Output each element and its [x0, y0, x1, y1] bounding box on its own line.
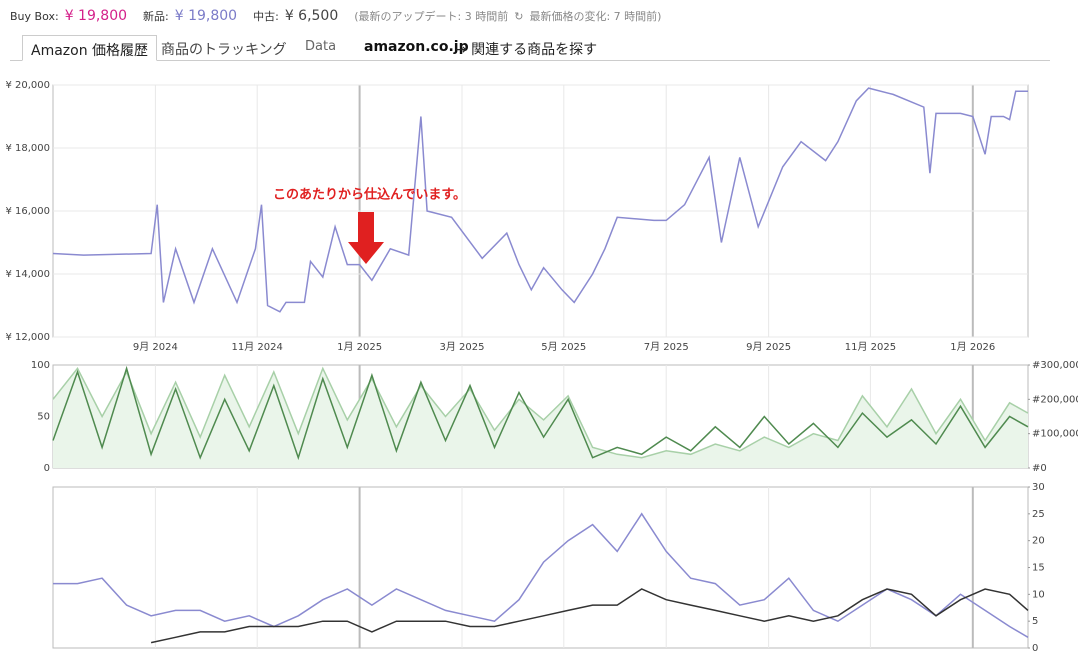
y-tick-label: 100	[31, 360, 50, 371]
x-tick-label: 11月 2025	[845, 341, 896, 353]
y2-tick-label: 10	[1032, 589, 1045, 600]
y-tick-label: 0	[44, 463, 50, 474]
tab-bar: Amazon 価格履歴 商品のトラッキング Data amazon.co.jp …	[10, 35, 1050, 61]
series-line	[52, 365, 1029, 461]
y2-tick-label: 15	[1032, 563, 1045, 574]
new-label: 新品:	[143, 10, 169, 23]
tab[interactable]: Amazon 価格履歴	[22, 35, 158, 61]
y2-tick-label: #200,000	[1032, 394, 1078, 405]
tab[interactable]: 商品のトラッキング	[161, 42, 287, 58]
y-tick-label: 50	[37, 412, 50, 423]
y2-tick-label: 5	[1032, 616, 1038, 627]
buy-box-price: ¥ 19,800	[64, 8, 128, 24]
x-tick-label: 1月 2026	[950, 341, 995, 353]
last-update: (最新のアップデート: 3 時間前	[354, 10, 509, 23]
used-price: ¥ 6,500	[284, 8, 339, 24]
price-header: Buy Box: ¥ 19,800 新品: ¥ 19,800 中古: ¥ 6,5…	[10, 8, 661, 24]
x-tick-label: 11月 2024	[232, 341, 283, 353]
arrow	[348, 212, 384, 264]
y-tick-label: ¥ 16,000	[5, 206, 50, 217]
x-tick-label: 9月 2024	[133, 341, 178, 353]
buy-box-label: Buy Box:	[10, 10, 59, 23]
annotation: このあたりから仕込んでいます。	[273, 187, 466, 203]
y2-tick-label: 20	[1032, 536, 1045, 547]
x-tick-label: 9月 2025	[746, 341, 791, 353]
y-tick-label: ¥ 14,000	[5, 269, 50, 280]
series-line	[52, 87, 1028, 313]
series-line	[52, 366, 1029, 459]
x-tick-label: 5月 2025	[541, 341, 586, 353]
y-tick-label: ¥ 12,000	[5, 332, 50, 343]
new-price: ¥ 19,800	[174, 8, 238, 24]
x-tick-label: 3月 2025	[440, 341, 485, 353]
y2-tick-label: 0	[1032, 643, 1038, 654]
y2-tick-label: 25	[1032, 509, 1045, 520]
amazon-logo[interactable]: amazon.co.jp	[364, 39, 469, 55]
tab[interactable]: Data	[305, 39, 337, 54]
x-tick-label: 7月 2025	[644, 341, 689, 353]
y-tick-label: ¥ 18,000	[5, 143, 50, 154]
y2-tick-label: 30	[1032, 482, 1045, 493]
related-link[interactable]: → 関連する商品を探す	[455, 42, 598, 58]
y2-tick-label: #300,000	[1032, 360, 1078, 371]
last-change: 最新価格の変化: 7 時間前)	[529, 10, 662, 23]
x-tick-label: 1月 2025	[337, 341, 382, 353]
refresh-icon[interactable]: ↻	[514, 10, 524, 23]
y2-tick-label: #100,000	[1032, 429, 1078, 440]
series-line	[53, 512, 1029, 638]
y2-tick-label: #0	[1032, 463, 1047, 474]
y-tick-label: ¥ 20,000	[5, 80, 50, 91]
used-label: 中古:	[253, 10, 279, 23]
series-line	[150, 588, 1029, 644]
